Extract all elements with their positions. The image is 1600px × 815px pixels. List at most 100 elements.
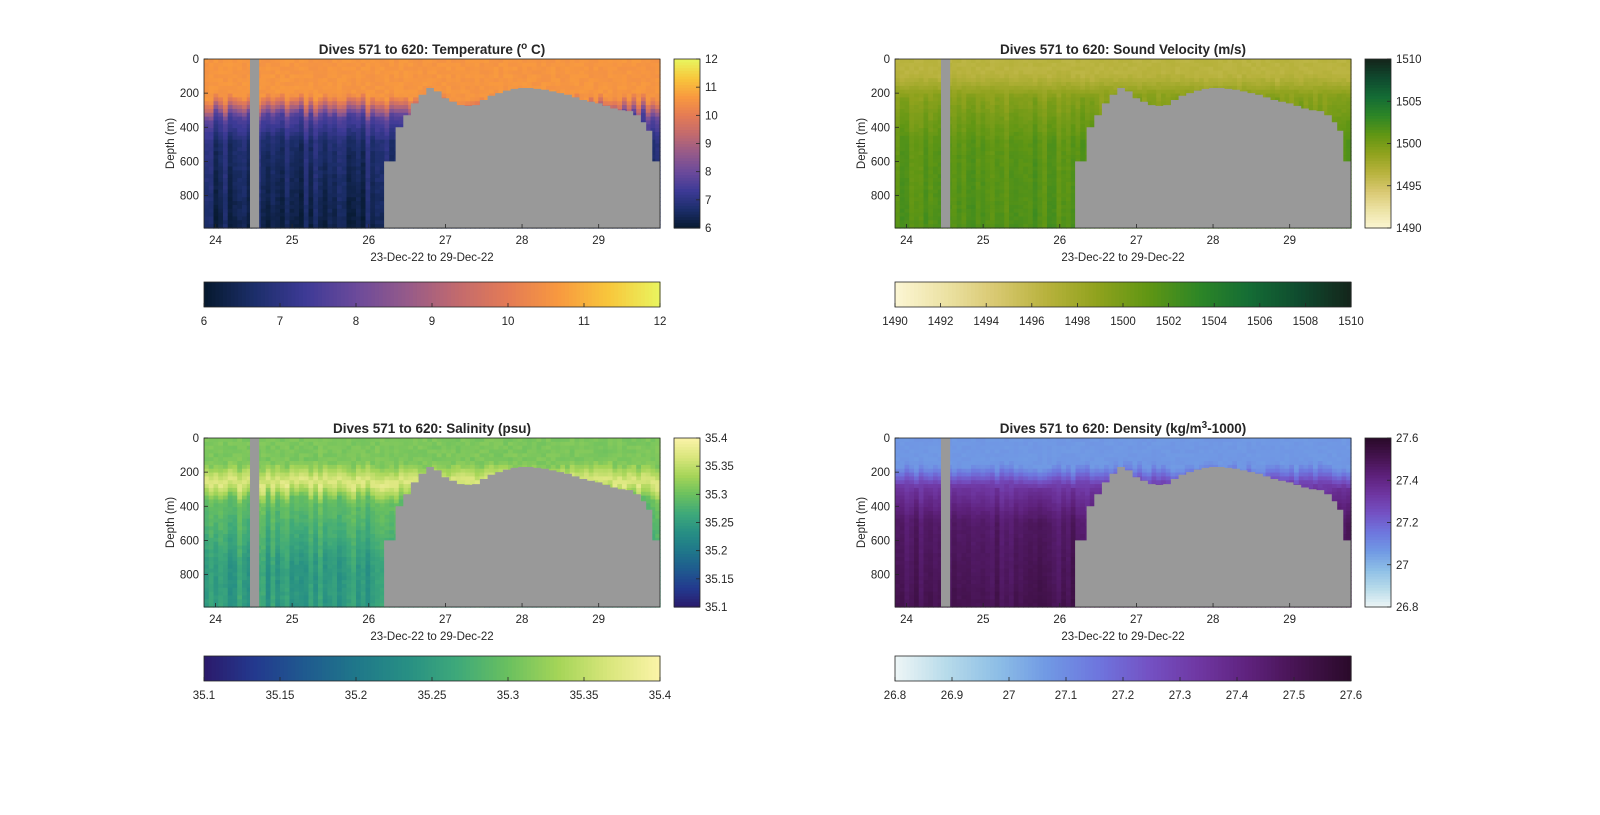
heatmap-cell: [370, 70, 376, 75]
heatmap-cell: [294, 181, 300, 187]
heatmap-cell: [512, 74, 519, 79]
heatmap-cell: [318, 181, 324, 187]
heatmap-cell: [895, 147, 901, 152]
heatmap-cell: [313, 147, 319, 152]
heatmap-cell: [232, 128, 238, 133]
heatmap-cell: [460, 78, 466, 83]
heatmap-cell: [232, 105, 238, 110]
heatmap-cell: [603, 82, 609, 87]
heatmap-cell: [918, 143, 925, 148]
heatmap-cell: [341, 135, 348, 141]
heatmap-cell: [370, 97, 376, 102]
colorbar-swatch: [674, 84, 700, 88]
heatmap-cell: [346, 139, 352, 145]
heatmap-cell: [265, 174, 272, 179]
heatmap-cell: [232, 212, 238, 218]
heatmap-cell: [427, 66, 433, 72]
heatmap-cell: [365, 212, 371, 218]
heatmap-cell: [242, 112, 248, 118]
heatmap-cell: [313, 143, 319, 148]
heatmap-cell: [923, 220, 929, 225]
heatmap-cell: [626, 66, 633, 72]
heatmap-cell: [213, 189, 219, 195]
heatmap-cell: [232, 108, 238, 114]
heatmap-cell: [351, 151, 357, 156]
heatmap-cell: [289, 74, 295, 79]
heatmap-cell: [280, 185, 286, 191]
heatmap-cell: [289, 197, 295, 202]
heatmap-cell: [384, 78, 390, 83]
heatmap-cell: [417, 59, 424, 64]
heatmap-cell: [299, 101, 305, 106]
colorbar-swatch: [674, 78, 700, 83]
heatmap-cell: [341, 128, 348, 133]
heatmap-cell: [631, 105, 637, 110]
heatmap-cell: [598, 85, 604, 91]
heatmap-cell: [284, 124, 291, 129]
heatmap-cell: [389, 158, 395, 164]
heatmap-cell: [918, 151, 925, 156]
heatmap-cell: [303, 212, 310, 218]
heatmap-cell: [923, 89, 929, 95]
heatmap-cell: [904, 105, 910, 110]
heatmap-cell: [208, 101, 215, 106]
heatmap-cell: [227, 197, 234, 202]
colorbar-tick-label: 7: [705, 195, 711, 207]
heatmap-cell: [270, 174, 276, 179]
heatmap-cell: [904, 108, 910, 114]
heatmap-cell: [322, 143, 329, 148]
heatmap-cell: [232, 224, 238, 229]
heatmap-cell: [318, 78, 324, 83]
heatmap-cell: [280, 193, 286, 198]
heatmap-cell: [546, 74, 552, 79]
heatmap-cell: [299, 112, 305, 118]
heatmap-cell: [204, 174, 210, 179]
heatmap-cell: [432, 66, 438, 72]
heatmap-cell: [909, 155, 915, 160]
heatmap-cell: [313, 97, 319, 102]
heatmap-cell: [899, 101, 906, 106]
heatmap-cell: [322, 105, 329, 110]
heatmap-cell: [270, 204, 276, 210]
heatmap-cell: [389, 131, 395, 137]
heatmap-cell: [650, 131, 656, 137]
heatmap-cell: [308, 116, 314, 122]
heatmap-cell: [280, 78, 286, 83]
heatmap-cell: [275, 166, 281, 171]
heatmap-cell: [937, 193, 944, 198]
heatmap-cell: [370, 62, 376, 68]
heatmap-cell: [275, 97, 281, 102]
heatmap-cell: [375, 178, 381, 183]
heatmap-cell: [937, 204, 944, 210]
heatmap-cell: [641, 97, 647, 102]
heatmap-cell: [612, 78, 618, 83]
colorbar-swatch: [674, 126, 700, 131]
heatmap-cell: [337, 185, 343, 191]
heatmap-cell: [327, 66, 333, 72]
heatmap-cell: [493, 59, 500, 64]
heatmap-cell: [308, 158, 314, 164]
heatmap-cell: [560, 78, 566, 83]
heatmap-cell: [612, 93, 618, 99]
heatmap-cell: [356, 174, 362, 179]
heatmap-cell: [474, 85, 481, 91]
heatmap-cell: [574, 85, 580, 91]
heatmap-cell: [503, 59, 509, 64]
heatmap-cell: [270, 201, 276, 206]
heatmap-cell: [914, 85, 920, 91]
heatmap-cell: [289, 201, 295, 206]
heatmap-cell: [213, 66, 219, 72]
heatmap-cell: [560, 89, 566, 95]
heatmap-cell: [899, 208, 906, 214]
heatmap-cell: [356, 105, 362, 110]
heatmap-cell: [918, 147, 925, 152]
heatmap-cell: [265, 212, 272, 218]
heatmap-cell: [379, 128, 386, 133]
heatmap-cell: [346, 108, 352, 114]
colorbar-swatch: [580, 282, 585, 307]
heatmap-cell: [384, 155, 390, 160]
heatmap-cell: [560, 62, 566, 68]
heatmap-cell: [308, 189, 314, 195]
heatmap-cell: [270, 139, 276, 145]
heatmap-cell: [394, 124, 400, 129]
